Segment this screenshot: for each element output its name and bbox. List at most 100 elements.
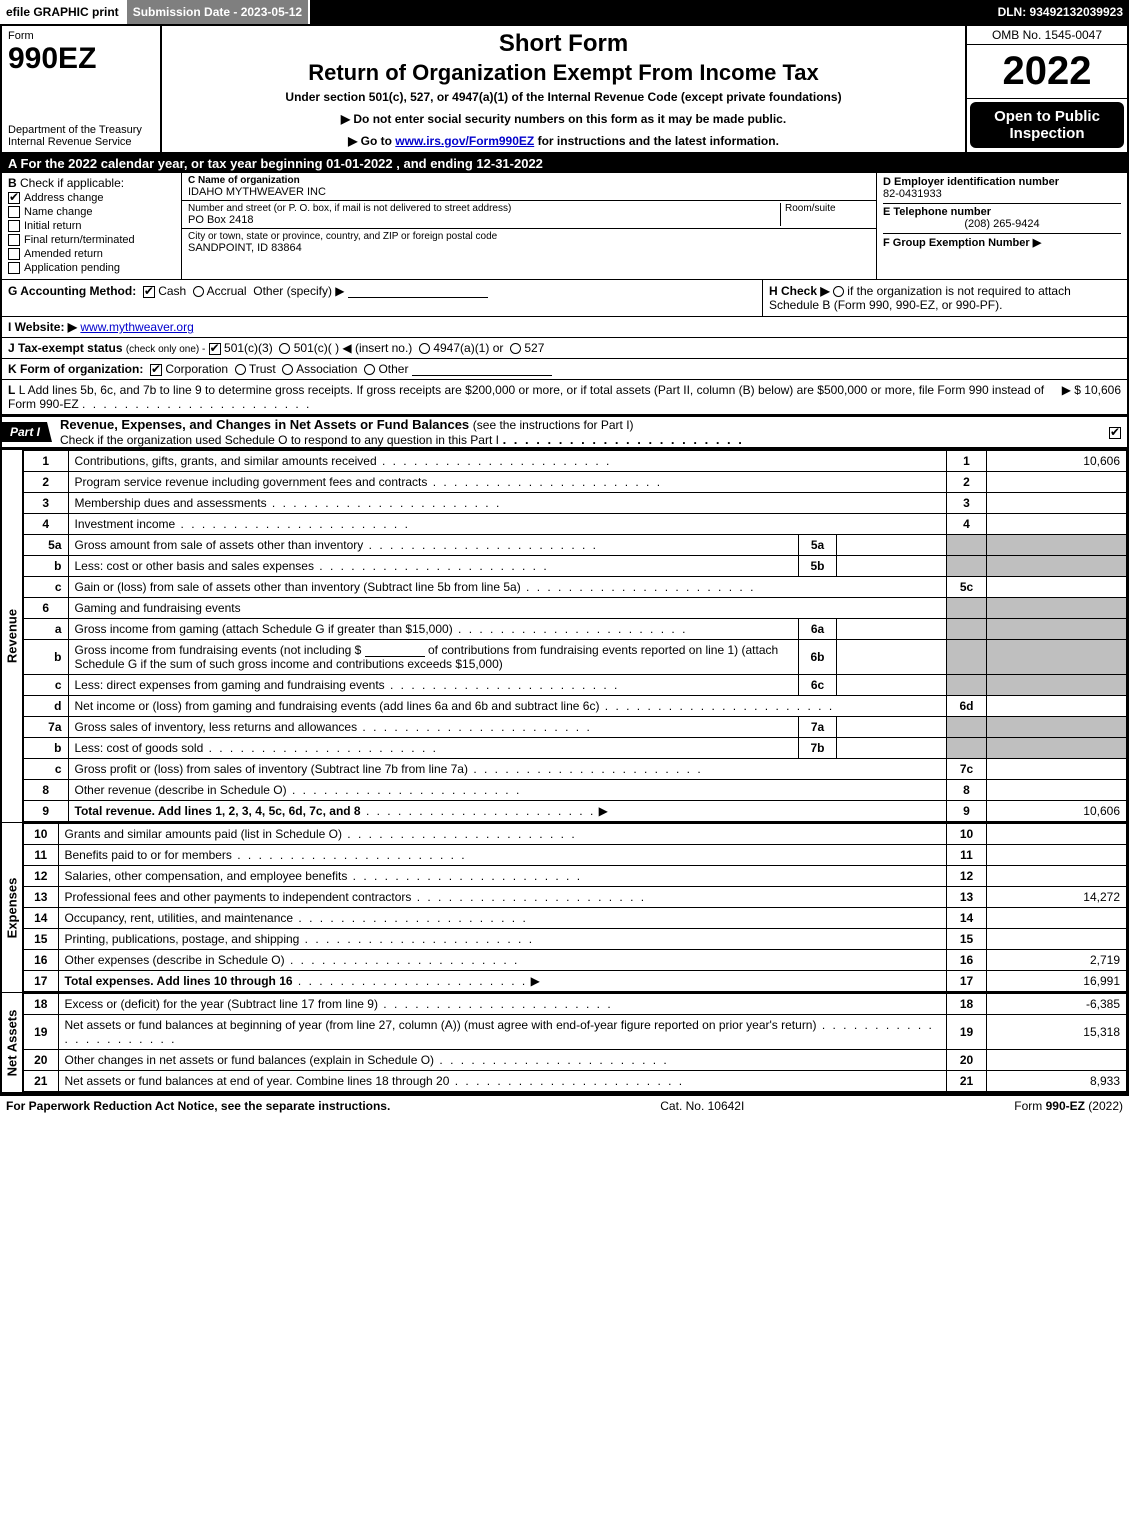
j-label: J Tax-exempt status xyxy=(8,341,123,355)
b-checkbox[interactable] xyxy=(8,206,20,218)
b-checkbox[interactable] xyxy=(8,248,20,260)
footer-mid: Cat. No. 10642I xyxy=(660,1099,744,1113)
section-g: G Accounting Method: Cash Accrual Other … xyxy=(2,280,762,316)
line-row: 3 Membership dues and assessments 3 xyxy=(24,493,1127,514)
b-checkbox-label: Amended return xyxy=(24,248,103,260)
k-other-radio[interactable] xyxy=(364,364,375,375)
j-527-radio[interactable] xyxy=(510,343,521,354)
line-row: 21 Net assets or fund balances at end of… xyxy=(24,1071,1127,1092)
netassets-table: 18 Excess or (deficit) for the year (Sub… xyxy=(24,993,1127,1092)
line-row: 16 Other expenses (describe in Schedule … xyxy=(24,950,1127,971)
header-center: Short Form Return of Organization Exempt… xyxy=(162,26,967,152)
line-row: 2 Program service revenue including gove… xyxy=(24,472,1127,493)
other-field[interactable] xyxy=(348,284,488,298)
j-4947-radio[interactable] xyxy=(419,343,430,354)
j-501c3-check[interactable] xyxy=(209,343,221,355)
efile-label[interactable]: efile GRAPHIC print xyxy=(0,0,127,24)
sections-gh: G Accounting Method: Cash Accrual Other … xyxy=(2,280,1127,317)
warning-line: ▶ Do not enter social security numbers o… xyxy=(172,112,955,126)
group-label: F Group Exemption Number ▶ xyxy=(883,237,1041,249)
line-row: 15 Printing, publications, postage, and … xyxy=(24,929,1127,950)
page-footer: For Paperwork Reduction Act Notice, see … xyxy=(0,1094,1129,1116)
line-row: 5a Gross amount from sale of assets othe… xyxy=(24,535,1127,556)
j-opt1: 501(c)(3) xyxy=(224,341,273,355)
netassets-vlabel: Net Assets xyxy=(2,993,24,1092)
k-assoc-radio[interactable] xyxy=(282,364,293,375)
form-title: Return of Organization Exempt From Incom… xyxy=(172,60,955,86)
sections-bcdef: B Check if applicable: Address change Nam… xyxy=(2,173,1127,280)
j-501c-radio[interactable] xyxy=(279,343,290,354)
submission-date: Submission Date - 2023-05-12 xyxy=(127,0,310,24)
b-check-label: Check if applicable: xyxy=(20,176,124,190)
dln-label: DLN: 93492132039923 xyxy=(992,0,1129,24)
line-row: 6Gaming and fundraising events xyxy=(24,598,1127,619)
b-check-item: Final return/terminated xyxy=(8,234,175,246)
ein-value: 82-0431933 xyxy=(883,188,1121,200)
line-row: 7a Gross sales of inventory, less return… xyxy=(24,717,1127,738)
line-row: 9 Total revenue. Add lines 1, 2, 3, 4, 5… xyxy=(24,801,1127,822)
part1-tab: Part I xyxy=(2,422,52,442)
k-assoc: Association xyxy=(296,362,357,376)
k-corp-check[interactable] xyxy=(150,364,162,376)
footer-right-post: (2022) xyxy=(1085,1099,1123,1113)
form-container: Form 990EZ Department of the Treasury In… xyxy=(0,24,1129,1094)
revenue-section: Revenue 1 Contributions, gifts, grants, … xyxy=(2,449,1127,822)
line-row: 14 Occupancy, rent, utilities, and maint… xyxy=(24,908,1127,929)
line-row: a Gross income from gaming (attach Sched… xyxy=(24,619,1127,640)
line-row: c Less: direct expenses from gaming and … xyxy=(24,675,1127,696)
k-corp: Corporation xyxy=(165,362,228,376)
header-right: OMB No. 1545-0047 2022 Open to Public In… xyxy=(967,26,1127,152)
section-h: H Check ▶ if the organization is not req… xyxy=(762,280,1127,316)
goto-line: ▶ Go to www.irs.gov/Form990EZ for instru… xyxy=(172,134,955,148)
part1-check-line: Check if the organization used Schedule … xyxy=(60,433,499,447)
h-radio[interactable] xyxy=(833,286,844,297)
i-label: I Website: ▶ xyxy=(8,320,77,334)
expenses-section: Expenses 10 Grants and similar amounts p… xyxy=(2,822,1127,992)
line-row: 20 Other changes in net assets or fund b… xyxy=(24,1050,1127,1071)
section-def: D Employer identification number 82-0431… xyxy=(877,173,1127,279)
short-form-label: Short Form xyxy=(172,30,955,58)
line-row: 17 Total expenses. Add lines 10 through … xyxy=(24,971,1127,992)
b-check-item: Application pending xyxy=(8,262,175,274)
part1-schedule-o-check[interactable] xyxy=(1109,427,1121,439)
accrual-label: Accrual xyxy=(207,284,247,298)
j-opt2: 501(c)( ) ◀ (insert no.) xyxy=(294,341,413,355)
revenue-table: 1 Contributions, gifts, grants, and simi… xyxy=(24,450,1127,822)
b-checkbox-label: Name change xyxy=(24,206,93,218)
header-left: Form 990EZ Department of the Treasury In… xyxy=(2,26,162,152)
line-row: b Less: cost of goods sold 7b xyxy=(24,738,1127,759)
j-sub: (check only one) - xyxy=(126,344,205,355)
topbar: efile GRAPHIC print Submission Date - 20… xyxy=(0,0,1129,24)
b-checkbox-label: Address change xyxy=(24,192,104,204)
k-trust: Trust xyxy=(249,362,276,376)
cash-checkbox[interactable] xyxy=(143,286,155,298)
line-row: d Net income or (loss) from gaming and f… xyxy=(24,696,1127,717)
omb-number: OMB No. 1545-0047 xyxy=(967,26,1127,45)
form-label: Form xyxy=(8,30,154,42)
revenue-vlabel: Revenue xyxy=(2,450,24,822)
b-checkbox[interactable] xyxy=(8,220,20,232)
irs-link[interactable]: www.irs.gov/Form990EZ xyxy=(395,134,534,148)
open-public: Open to Public Inspection xyxy=(970,102,1124,148)
street-value: PO Box 2418 xyxy=(188,214,780,226)
line-row: b Gross income from fundraising events (… xyxy=(24,640,1127,675)
footer-right-pre: Form xyxy=(1014,1099,1045,1113)
b-label: B xyxy=(8,176,17,190)
ein-label: D Employer identification number xyxy=(883,176,1059,188)
l-amount: ▶ $ 10,606 xyxy=(1052,383,1121,411)
k-trust-radio[interactable] xyxy=(235,364,246,375)
b-checkbox[interactable] xyxy=(8,192,20,204)
tax-year: 2022 xyxy=(967,45,1127,99)
line-row: 11 Benefits paid to or for members 11 xyxy=(24,845,1127,866)
k-other-field[interactable] xyxy=(412,362,552,376)
website-link[interactable]: www.mythweaver.org xyxy=(80,320,193,334)
section-j: J Tax-exempt status (check only one) - 5… xyxy=(2,338,1127,359)
netassets-section: Net Assets 18 Excess or (deficit) for th… xyxy=(2,992,1127,1092)
tel-value: (208) 265-9424 xyxy=(883,218,1121,230)
accrual-radio[interactable] xyxy=(193,286,204,297)
k-label: K Form of organization: xyxy=(8,362,143,376)
b-checkbox[interactable] xyxy=(8,234,20,246)
b-checkbox[interactable] xyxy=(8,262,20,274)
form-header: Form 990EZ Department of the Treasury In… xyxy=(2,26,1127,154)
line-row: 18 Excess or (deficit) for the year (Sub… xyxy=(24,994,1127,1015)
